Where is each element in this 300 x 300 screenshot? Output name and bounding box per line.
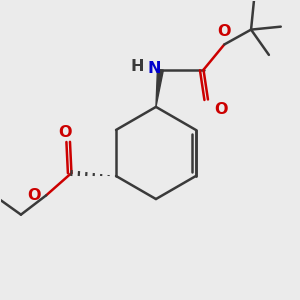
Polygon shape [156,69,164,107]
Text: H: H [130,59,144,74]
Text: O: O [214,102,228,117]
Text: O: O [58,125,71,140]
Text: O: O [218,24,231,39]
Text: N: N [147,61,160,76]
Text: O: O [27,188,41,203]
